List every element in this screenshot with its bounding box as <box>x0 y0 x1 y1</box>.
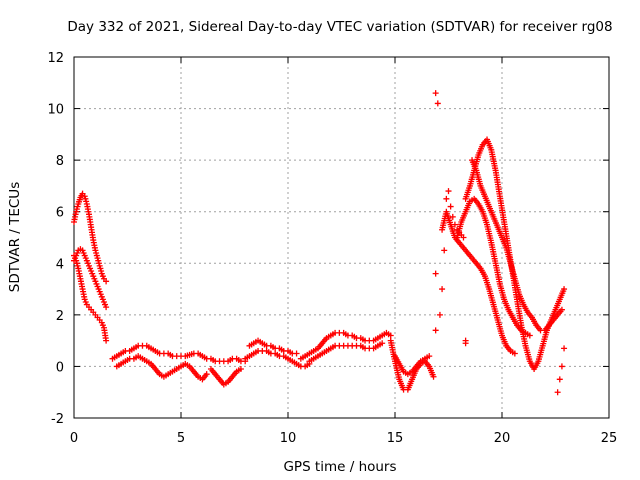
data-point-arc-m <box>449 213 456 220</box>
data-point-arc-m <box>439 286 446 293</box>
y-tick-label: 10 <box>47 103 64 118</box>
y-tick-labels: -2 0 2 4 6 8 10 12 <box>47 51 64 427</box>
data-point-arc-h <box>293 350 300 357</box>
x-tick-labels: 0 5 10 15 20 25 <box>70 431 617 446</box>
x-axis-label: GPS time / hours <box>283 459 396 475</box>
y-tick-label: 8 <box>56 154 64 169</box>
data-point-arc-m <box>445 188 452 195</box>
x-tick-label: 10 <box>280 431 297 446</box>
data-point-arc-e <box>203 371 210 378</box>
data-point-arc-m <box>432 90 439 97</box>
data-point-arc-b <box>103 304 110 311</box>
y-tick-label: -2 <box>51 412 64 427</box>
data-point-arc-k <box>430 373 437 380</box>
data-point-arc-m <box>436 311 443 318</box>
data-point-scatter-extra <box>554 389 561 396</box>
data-point-arc-c <box>103 337 110 344</box>
data-point-scatter-extra <box>462 337 469 344</box>
y-tick-label: 0 <box>56 360 64 375</box>
data-point-arc-m <box>441 247 448 254</box>
y-tick-label: 12 <box>47 51 64 66</box>
data-point-arc-o <box>561 286 568 293</box>
data-point-scatter-extra <box>558 363 565 370</box>
y-tick-label: 2 <box>56 309 64 324</box>
x-tick-label: 25 <box>601 431 618 446</box>
plot-frame <box>73 56 610 419</box>
data-point-arc-f <box>237 366 244 373</box>
data-point-arc-q <box>526 332 533 339</box>
data-point-arc-p <box>558 306 565 313</box>
y-tick-label: 4 <box>56 257 64 272</box>
chart-title: Day 332 of 2021, Sidereal Day-to-day VTE… <box>67 19 612 35</box>
data-point-arc-l <box>426 353 433 360</box>
y-tick-label: 6 <box>56 206 64 221</box>
axis-ticks <box>73 56 610 419</box>
data-point-scatter-extra <box>432 327 439 334</box>
data-point-arc-m <box>447 203 454 210</box>
data-point-arc-i <box>387 332 394 339</box>
x-tick-label: 5 <box>177 431 185 446</box>
data-point-arc-m <box>443 195 450 202</box>
data-point-arc-a <box>103 278 110 285</box>
data-point-arc-m <box>460 234 467 241</box>
data-point-scatter-extra <box>556 376 563 383</box>
data-point-arc-j <box>379 340 386 347</box>
x-tick-label: 15 <box>387 431 404 446</box>
x-tick-label: 20 <box>494 431 511 446</box>
data-point-scatter-extra <box>432 270 439 277</box>
data-points <box>71 90 568 396</box>
y-axis-label: SDTVAR / TECUs <box>7 182 23 292</box>
data-point-arc-m <box>434 100 441 107</box>
x-tick-label: 0 <box>70 431 78 446</box>
data-point-scatter-extra <box>561 345 568 352</box>
data-point-arc-n <box>511 350 518 357</box>
